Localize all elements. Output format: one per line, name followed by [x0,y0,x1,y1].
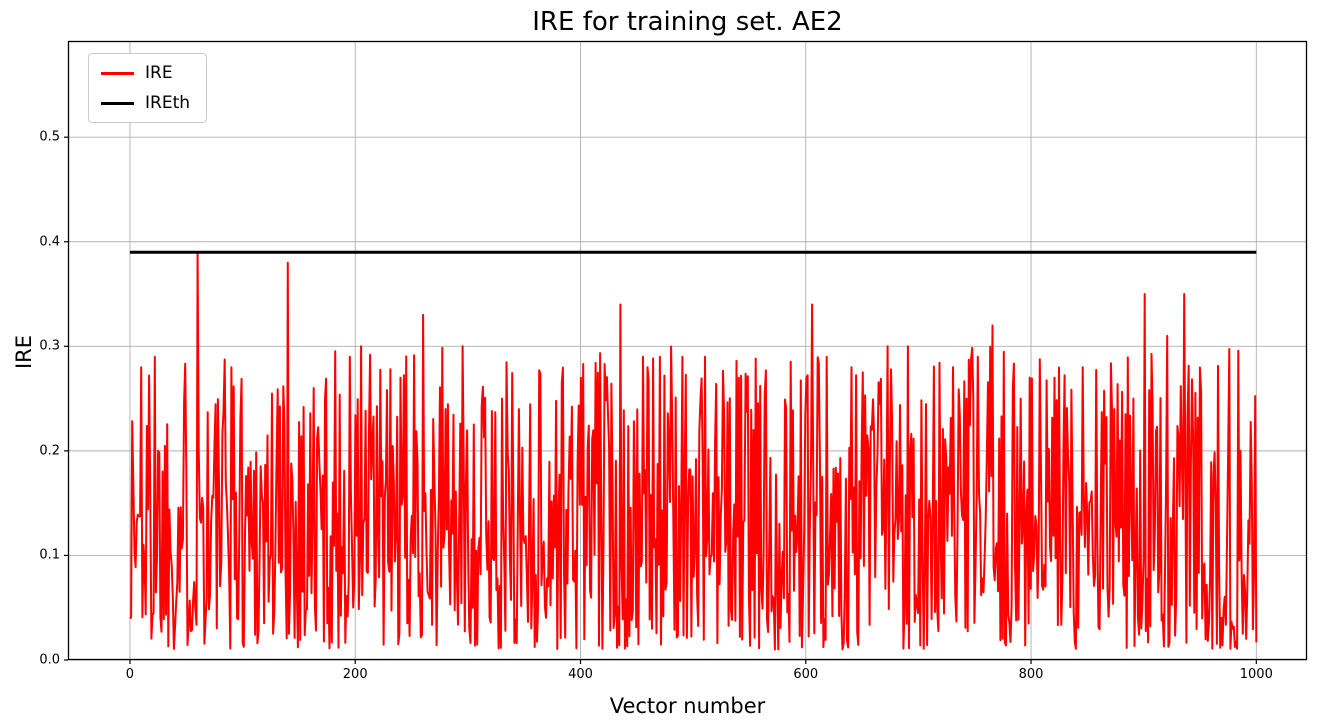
x-tick-label: 1000 [1239,667,1273,682]
x-tick-label: 800 [1018,667,1044,682]
legend-line-sample [101,71,134,75]
legend-label: IRE [145,63,173,83]
x-tick-label: 400 [568,667,593,682]
legend-item: IREth [101,93,190,113]
x-tick-label: 0 [125,667,135,682]
y-tick-label: 0.1 [39,547,60,563]
legend-label: IREth [145,93,191,113]
x-tick-label: 600 [793,667,819,682]
plot-canvas [64,40,1308,664]
axes-frame [67,40,1308,661]
y-tick-label: 0.3 [39,338,60,354]
y-tick-label: 0.0 [39,652,60,668]
legend-item: IRE [101,63,190,83]
legend: IRE IREth [88,53,208,123]
ire-series-line [129,251,1258,651]
plot-area: IRE IREth [64,40,1308,664]
x-tick-label: 200 [342,667,368,682]
legend-line-sample [101,101,134,105]
x-axis-label: Vector number [609,694,766,718]
y-tick-label: 0.5 [39,129,60,145]
y-tick-label: 0.4 [39,234,60,250]
chart-title: IRE for training set. AE2 [532,7,843,37]
y-tick-label: 0.2 [39,443,60,459]
